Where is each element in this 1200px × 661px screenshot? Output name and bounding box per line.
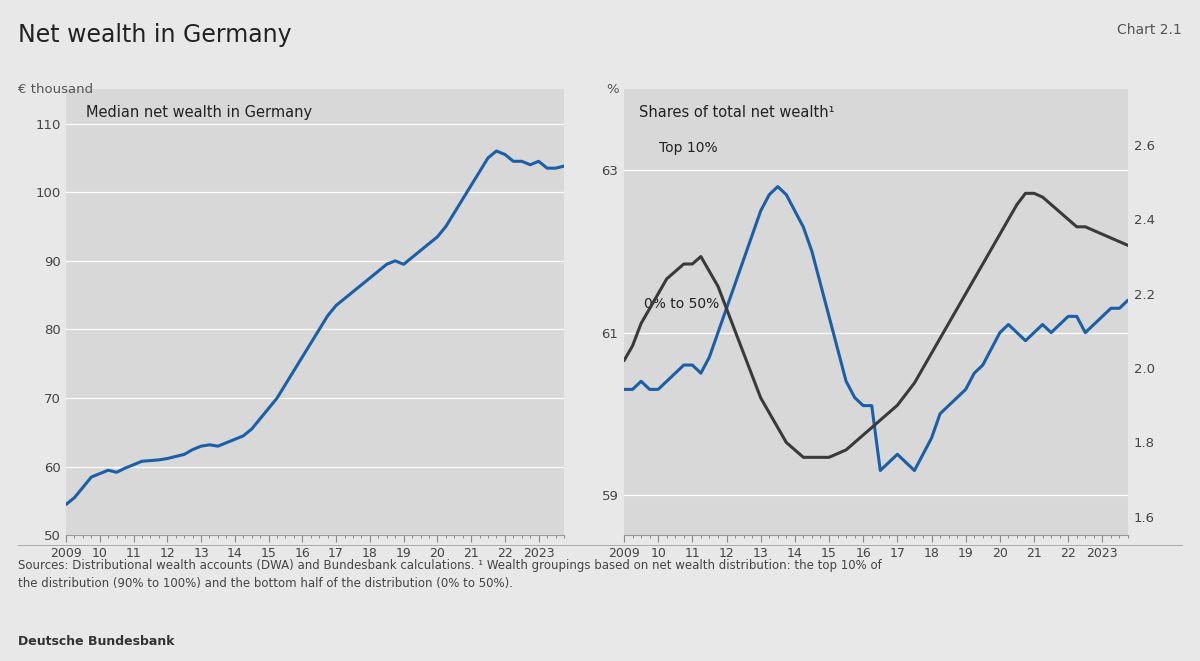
Text: %: % bbox=[606, 83, 619, 96]
Text: Deutsche Bundesbank: Deutsche Bundesbank bbox=[18, 635, 174, 648]
Text: € thousand: € thousand bbox=[18, 83, 94, 96]
Text: Net wealth in Germany: Net wealth in Germany bbox=[18, 23, 292, 47]
Text: Median net wealth in Germany: Median net wealth in Germany bbox=[86, 105, 312, 120]
Text: 0% to 50%: 0% to 50% bbox=[644, 297, 720, 311]
Text: Shares of total net wealth¹: Shares of total net wealth¹ bbox=[640, 105, 835, 120]
Text: Top 10%: Top 10% bbox=[659, 141, 718, 155]
Text: Sources: Distributional wealth accounts (DWA) and Bundesbank calculations. ¹ Wea: Sources: Distributional wealth accounts … bbox=[18, 559, 882, 590]
Text: Chart 2.1: Chart 2.1 bbox=[1117, 23, 1182, 37]
